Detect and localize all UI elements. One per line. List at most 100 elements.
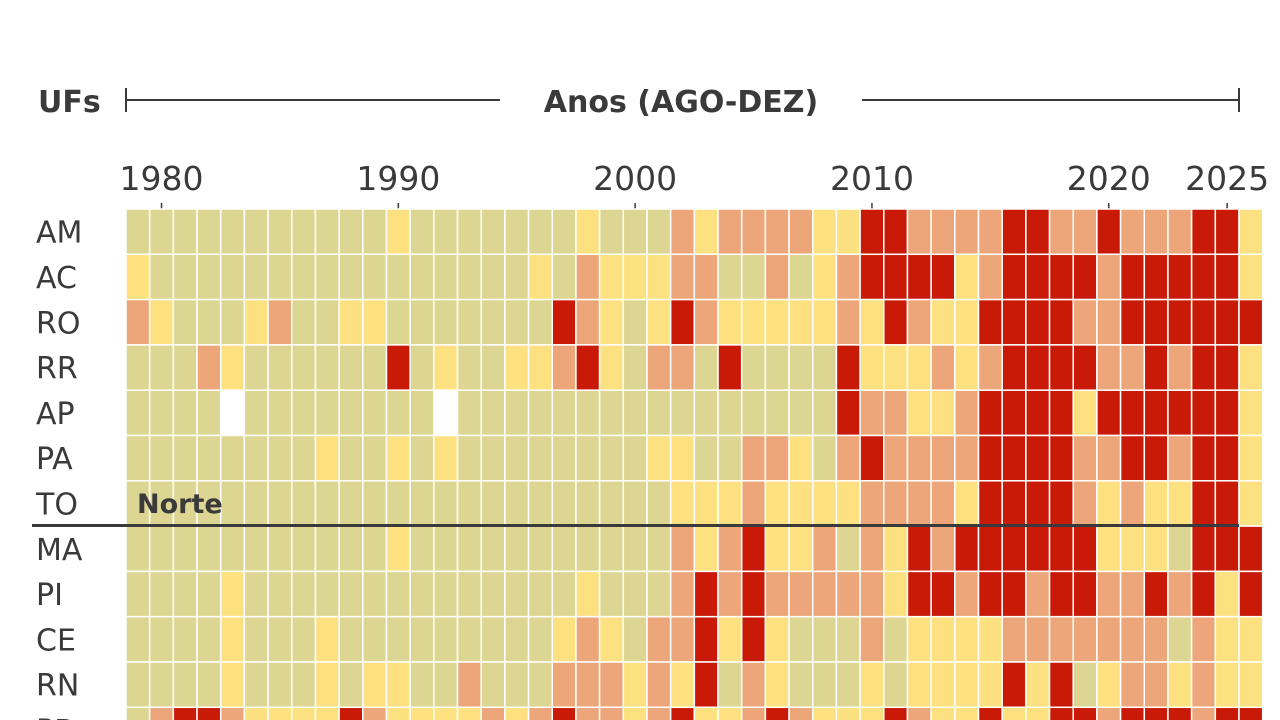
heatmap-cell-pi-1985 xyxy=(267,570,293,618)
heatmap-cell-pi-2021 xyxy=(1119,570,1146,618)
heatmap-cell-to-2007 xyxy=(788,480,814,527)
heatmap-cell-ce-2001 xyxy=(646,615,672,663)
heatmap-cell-ro-2021 xyxy=(1119,298,1146,346)
heatmap-cell-ro-2018 xyxy=(1048,298,1074,346)
heatmap-cell-ap-1988 xyxy=(338,389,364,437)
heatmap-cell-ro-2014 xyxy=(954,298,980,346)
heatmap-cell-ac-1986 xyxy=(291,253,317,301)
heatmap-cell-pa-1993 xyxy=(456,434,482,482)
heatmap-cell-pa-2022 xyxy=(1143,434,1169,482)
heatmap-cell-pa-1981 xyxy=(172,434,198,482)
heatmap-cell-to-2013 xyxy=(930,480,956,527)
heatmap-cell-rn-2011 xyxy=(883,661,909,709)
heatmap-cell-rr-2007 xyxy=(788,344,814,391)
heatmap-cell-ce-2004 xyxy=(717,615,743,663)
heatmap-cell-to-1990 xyxy=(385,480,411,527)
row-label-am: AM xyxy=(36,216,82,251)
heatmap-cell-am-2024 xyxy=(1190,208,1217,256)
heatmap-cell-rn-2023 xyxy=(1167,661,1193,709)
heatmap-cell-pa-1991 xyxy=(409,434,435,482)
heatmap-cell-rr-2017 xyxy=(1025,344,1051,391)
heatmap-cell-pi-2022 xyxy=(1143,570,1169,618)
heatmap-cell-to-2006 xyxy=(764,480,790,527)
heatmap-cell-am-2001 xyxy=(646,208,672,256)
heatmap-cell-ce-2005 xyxy=(740,615,767,663)
heatmap-cell-ce-2014 xyxy=(954,615,980,663)
heatmap-cell-ce-1994 xyxy=(480,615,506,663)
heatmap-cell-rr-2013 xyxy=(930,344,956,391)
heatmap-cell-pi-2009 xyxy=(835,570,861,618)
heatmap-cell-pi-2024 xyxy=(1190,570,1217,618)
heatmap-cell-ac-1996 xyxy=(527,253,554,301)
heatmap-cell-pb-2010 xyxy=(859,706,885,720)
heatmap-cell-ap-2025 xyxy=(1214,389,1240,437)
heatmap-cell-ma-1980 xyxy=(148,525,175,573)
heatmap-cell-pb-2006 xyxy=(764,706,790,720)
heatmap-cell-to-2022 xyxy=(1143,480,1169,527)
heatmap-cell-ce-1985 xyxy=(267,615,293,663)
heatmap-cell-rr-1979 xyxy=(125,344,151,391)
heatmap-cell-ma-1999 xyxy=(598,525,625,573)
heatmap-cell-pa-2023 xyxy=(1167,434,1193,482)
heatmap-cell-ro-2025 xyxy=(1214,298,1240,346)
x-tick-label-2000: 2000 xyxy=(593,159,677,198)
heatmap-cell-ap-1980 xyxy=(148,389,175,437)
heatmap-cell-pb-1990 xyxy=(385,706,411,720)
heatmap-cell-pa-1995 xyxy=(504,434,530,482)
heatmap-cell-ac-1998 xyxy=(575,253,601,301)
heatmap-cell-ac-2022 xyxy=(1143,253,1169,301)
heatmap-cell-to-2017 xyxy=(1025,480,1051,527)
heatmap-cell-pa-2011 xyxy=(883,434,909,482)
heatmap-cell-ma-1995 xyxy=(504,525,530,573)
heatmap-cell-ma-1998 xyxy=(575,525,601,573)
heatmap-cell-pb-1991 xyxy=(409,706,435,720)
heatmap-cell-rn-2019 xyxy=(1072,661,1098,709)
heatmap-cell-ap-1987 xyxy=(314,389,340,437)
heatmap-cell-to-1995 xyxy=(504,480,530,527)
heatmap-cell-ma-2001 xyxy=(646,525,672,573)
heatmap-cell-ro-2020 xyxy=(1096,298,1122,346)
heatmap-cell-ma-1987 xyxy=(314,525,340,573)
row-label-ma: MA xyxy=(36,533,83,568)
heatmap-cell-ac-1985 xyxy=(267,253,293,301)
heatmap-cell-am-2007 xyxy=(788,208,814,256)
heatmap-cell-ap-1991 xyxy=(409,389,435,437)
heatmap-cell-to-2016 xyxy=(1001,480,1027,527)
heatmap-cell-pb-2005 xyxy=(740,706,767,720)
row-label-ap: AP xyxy=(36,397,75,432)
heatmap-cell-rr-1995 xyxy=(504,344,530,391)
heatmap-cell-ac-1980 xyxy=(148,253,175,301)
row-label-ce: CE xyxy=(36,623,76,658)
heatmap-cell-ap-2001 xyxy=(646,389,672,437)
heatmap-cell-ce-2003 xyxy=(693,615,719,663)
heatmap-cell-rn-2010 xyxy=(859,661,885,709)
heatmap-cell-ma-2007 xyxy=(788,525,814,573)
heatmap-cell-pb-1984 xyxy=(243,706,269,720)
heatmap-cell-ce-1992 xyxy=(433,615,459,663)
row-label-to: TO xyxy=(35,487,78,522)
heatmap-cell-ac-1999 xyxy=(598,253,625,301)
heatmap-cell-ce-2017 xyxy=(1025,615,1051,663)
heatmap-cell-ro-2013 xyxy=(930,298,956,346)
heatmap-cell-ac-1983 xyxy=(219,253,246,301)
heatmap-cell-to-1997 xyxy=(551,480,577,527)
heatmap-cell-ro-1991 xyxy=(409,298,435,346)
heatmap-cell-ce-1995 xyxy=(504,615,530,663)
heatmap-cell-pa-2012 xyxy=(906,434,932,482)
heatmap-cell-to-2020 xyxy=(1096,480,1122,527)
heatmap-cell-ce-2020 xyxy=(1096,615,1122,663)
heatmap-cell-rr-2021 xyxy=(1119,344,1146,391)
heatmap-cell-am-2002 xyxy=(669,208,696,256)
heatmap-cell-pb-1992 xyxy=(433,706,459,720)
heatmap-cell-am-2012 xyxy=(906,208,932,256)
heatmap-cell-pa-2006 xyxy=(764,434,790,482)
heatmap-cell-pi-1992 xyxy=(433,570,459,618)
heatmap-cell-pi-2013 xyxy=(930,570,956,618)
heatmap-cell-pa-1989 xyxy=(362,434,388,482)
heatmap-cell-pa-2020 xyxy=(1096,434,1122,482)
heatmap-cell-rr-1991 xyxy=(409,344,435,391)
heatmap-cell-pb-1988 xyxy=(338,706,364,720)
heatmap-cell-ro-1990 xyxy=(385,298,411,346)
heatmap-cell-ap-2015 xyxy=(977,389,1003,437)
heatmap-cell-pa-1990 xyxy=(385,434,411,482)
